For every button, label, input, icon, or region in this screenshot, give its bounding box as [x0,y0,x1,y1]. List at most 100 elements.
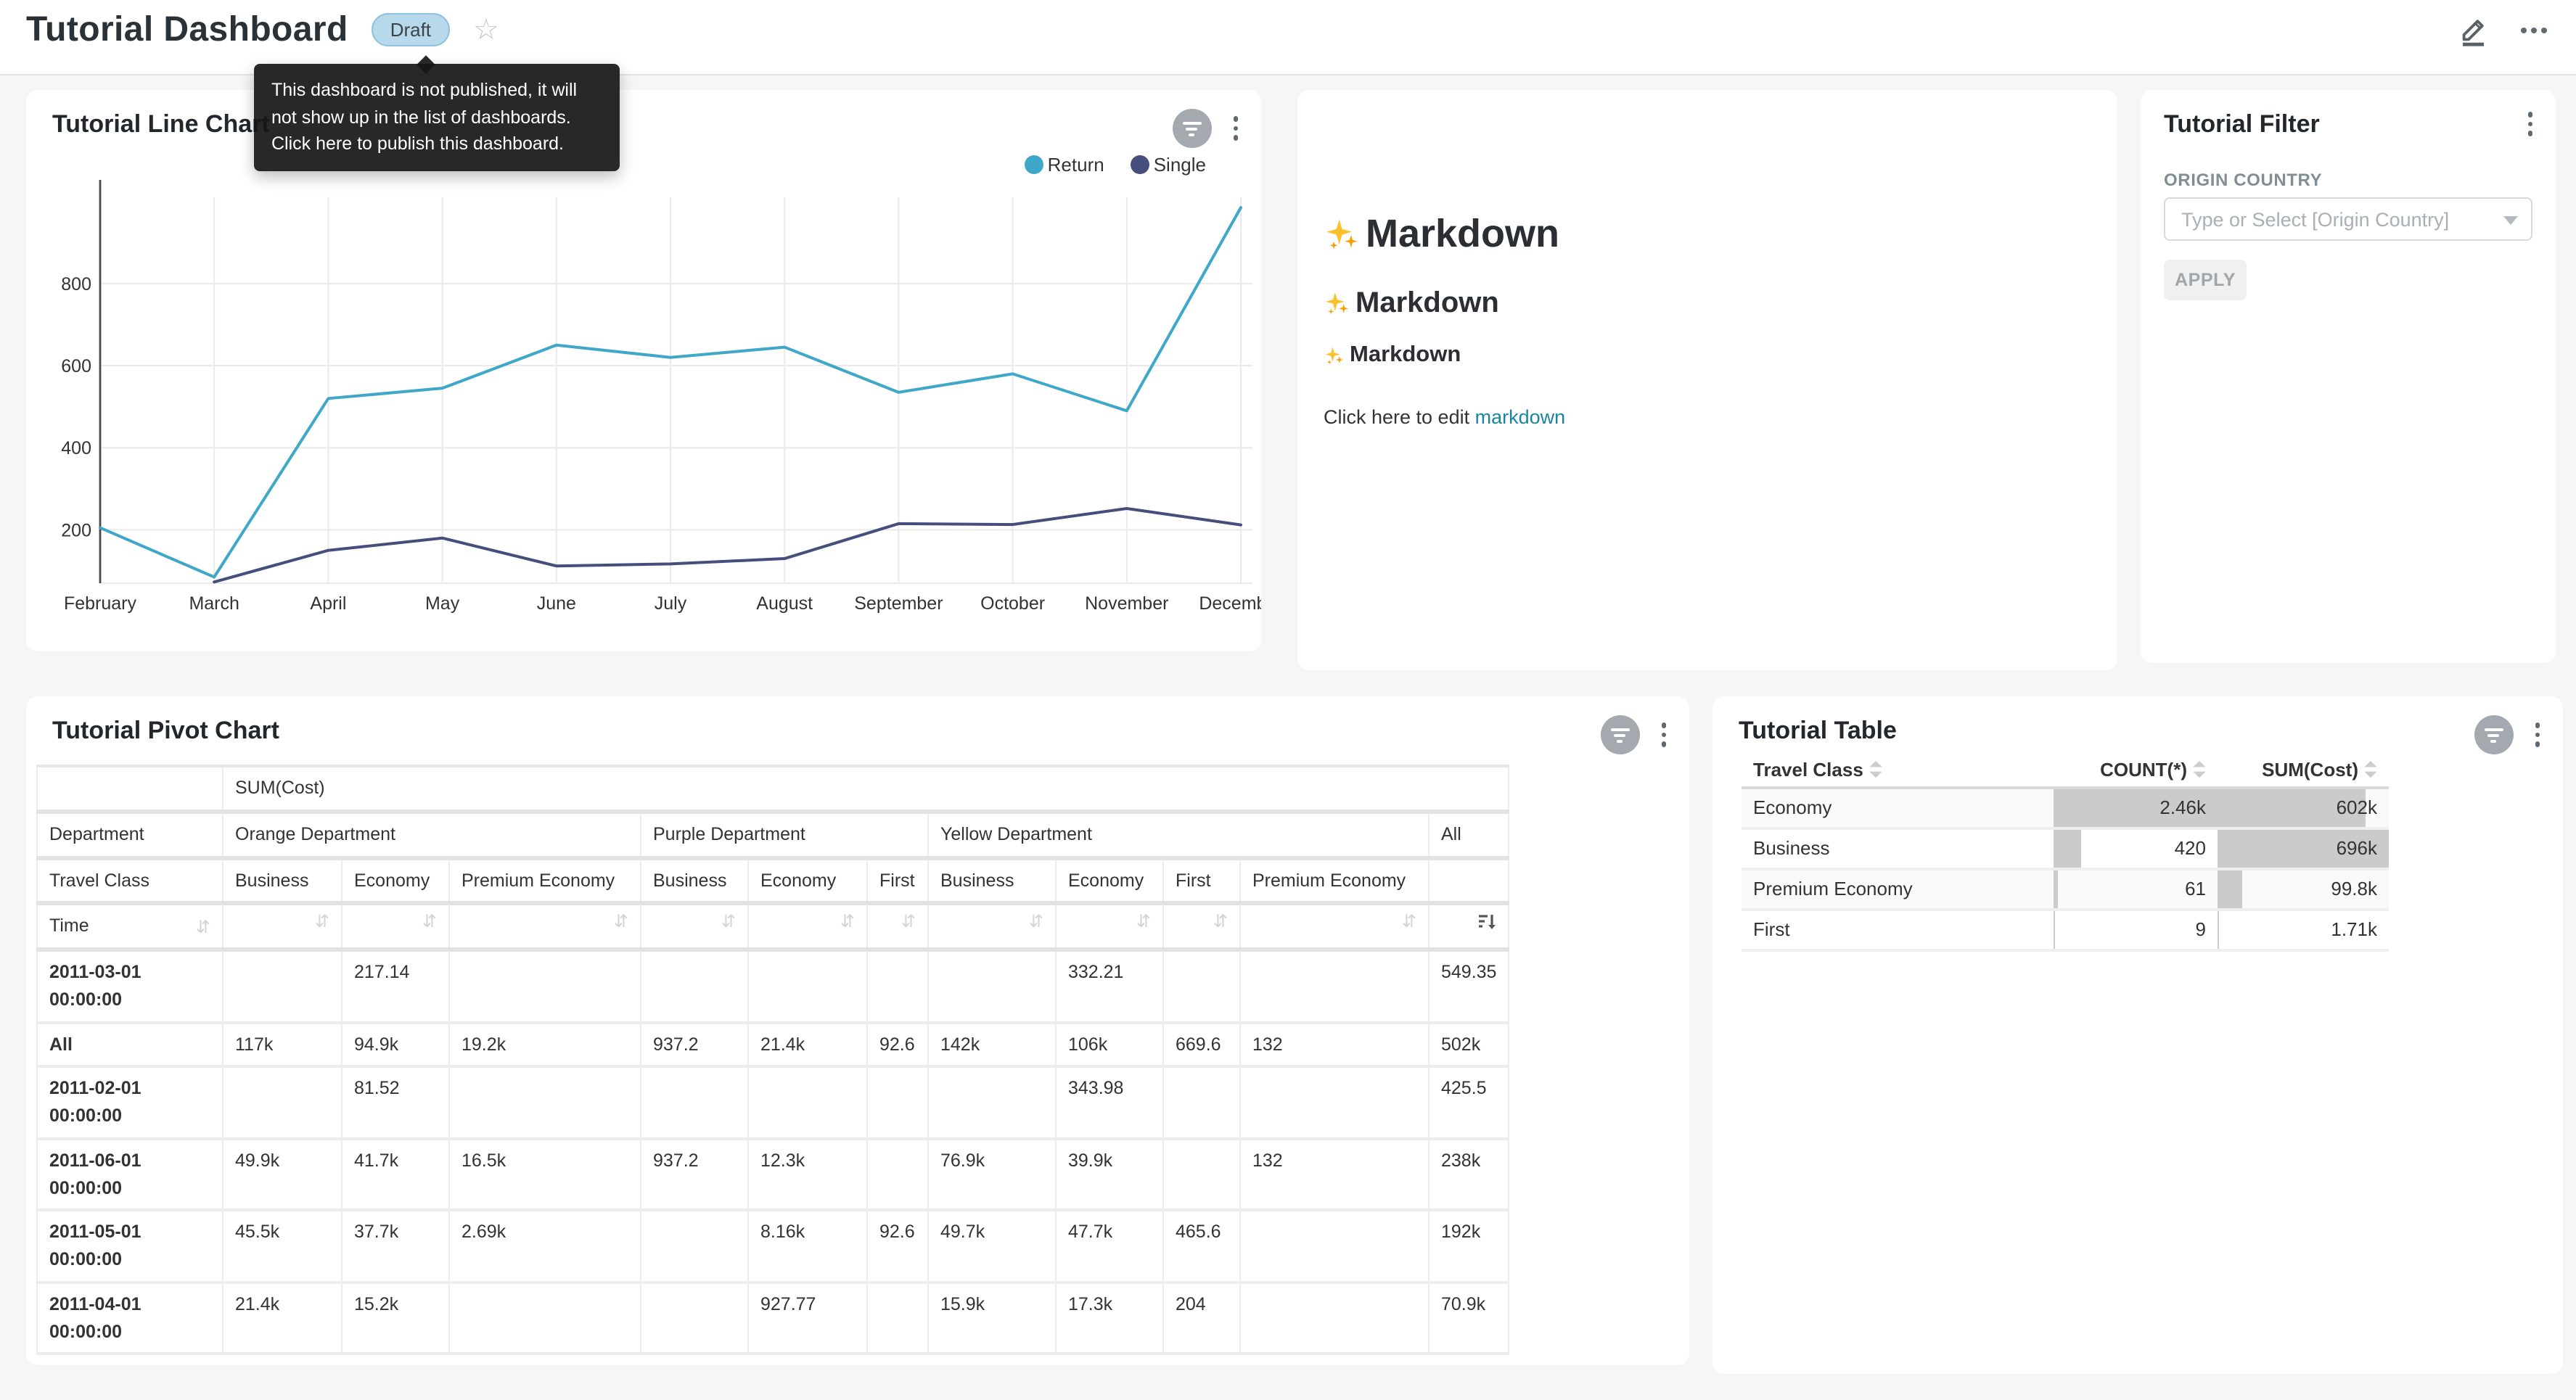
pivot-cell: 937.2 [641,1138,749,1212]
cell-count: 420 [2174,837,2206,859]
pivot-cell [449,1066,641,1140]
apply-button[interactable]: APPLY [2164,260,2247,300]
sort-carets-icon [1869,760,1882,778]
pivot-cell: 76.9k [928,1138,1057,1212]
sort-icon[interactable]: ⇵ [1136,911,1151,932]
sort-icon[interactable]: ⇵ [422,911,437,932]
data-table: Travel Class COUNT(*) SUM(Cost) Economy 2.46… [1742,753,2389,952]
table-column-header[interactable]: Travel Class [1742,753,2054,789]
pivot-cell: 45.5k [223,1210,342,1284]
select-placeholder: Type or Select [Origin Country] [2181,208,2450,230]
filter-field-label: ORIGIN COUNTRY [2164,170,2323,190]
sort-icon[interactable]: ⇵ [1028,911,1043,932]
origin-country-select[interactable]: Type or Select [Origin Country] [2164,197,2532,241]
pivot-row: All 117k 94.9k 19.2k 937.2 21.4k 92.6 142k 106k 6… [37,1022,1510,1068]
pivot-table: SUM(Cost) Department Orange Department Purp… [36,765,1510,1356]
sort-icon[interactable]: ⇵ [1401,911,1416,932]
pivot-sort-cell: ⇵ [748,903,868,952]
pivot-sort-cell: ⇵ [223,903,342,952]
pivot-row: 2011-06-01 00:00:00 49.9k 41.7k 16.5k 937.2 1… [37,1138,1510,1212]
legend-item-return[interactable]: Return [1024,154,1104,176]
pivot-column-header: Premium Economy [449,857,641,906]
pivot-column-header: Economy [1056,857,1164,906]
pivot-metric-header: SUM(Cost) [223,766,1510,814]
sort-icon[interactable]: ⇵ [314,911,329,932]
sparkles-icon [1326,292,1349,315]
card-tutorial-table: Tutorial Table Travel Class COUNT(*) SUM(C… [1712,696,2563,1374]
pivot-cell: 106k [1056,1022,1164,1068]
legend-item-single[interactable]: Single [1130,154,1206,176]
applied-filters-badge-icon[interactable] [1172,109,1211,148]
sparkles-icon [1325,346,1343,364]
pivot-group-header: Yellow Department [928,811,1429,860]
value-bar [2218,830,2389,868]
card-tutorial-filter: Tutorial Filter ORIGIN COUNTRY Type or S… [2141,90,2556,663]
pivot-row1-label: Department [37,811,223,860]
chart-menu-icon[interactable] [1658,720,1669,750]
cell-sum: 602k [2336,796,2377,818]
y-axis-tick: 600 [61,356,91,376]
sort-icon[interactable]: ⇵ [613,911,628,932]
chart-menu-icon[interactable] [1230,114,1241,144]
pivot-cell: 15.2k [342,1282,450,1356]
sort-icon[interactable]: ⇵ [195,916,210,937]
cell-travel-class: First [1753,918,1790,940]
sort-carets-icon [2193,760,2206,778]
pivot-cell: 92.6 [867,1210,929,1284]
draft-tooltip: This dashboard is not published, it will… [254,64,620,170]
pivot-cell [867,1138,929,1212]
sort-icon[interactable]: ⇵ [721,911,736,932]
card-tutorial-pivot-chart: Tutorial Pivot Chart SUM(Cost) Department… [26,696,1689,1365]
pivot-group-header: Orange Department [223,811,641,860]
pivot-cell: 49.9k [223,1138,342,1212]
pivot-cell [223,950,342,1024]
pivot-column-header: First [1163,857,1241,906]
markdown-paragraph: Click here to edit markdown [1324,406,1566,428]
sort-carets-icon [2364,760,2377,778]
pivot-cell: 669.6 [1163,1022,1241,1068]
sort-descending-icon[interactable] [1477,913,1496,932]
applied-filters-badge-icon[interactable] [1600,715,1639,754]
applied-filters-badge-icon[interactable] [2474,715,2513,754]
line-series-return [99,206,1242,579]
draft-badge[interactable]: Draft [371,13,451,46]
legend-dot [1024,155,1043,174]
filter-menu-icon[interactable] [2524,109,2535,139]
table-column-header[interactable]: COUNT(*) [2054,753,2218,789]
pivot-cell [641,1066,749,1140]
pivot-cell: 937.2 [641,1022,749,1068]
table-row: Business 420 696k [1742,828,2389,870]
pivot-sort-cell: ⇵ [1240,903,1429,952]
value-bar [2218,870,2242,908]
pivot-cell: 92.6 [867,1022,929,1068]
markdown-edit-link[interactable]: markdown [1474,406,1566,428]
pivot-column-header: Business [928,857,1057,906]
pivot-cell: 549.35 [1429,950,1510,1024]
pivot-sort-cell: ⇵ [449,903,641,952]
x-axis-label: November [1085,593,1168,614]
edit-dashboard-icon[interactable] [2458,14,2489,46]
favorite-star-icon[interactable]: ☆ [473,14,499,46]
sort-icon[interactable]: ⇵ [840,911,855,932]
pivot-cell: 12.3k [748,1138,868,1212]
legend-label: Single [1153,154,1206,176]
chart-menu-icon[interactable] [2532,720,2543,750]
sort-icon[interactable]: ⇵ [1213,911,1228,932]
pivot-cell [928,1066,1057,1140]
chart-title: Tutorial Line Chart [52,110,270,138]
pivot-cell: 47.7k [1056,1210,1164,1284]
pivot-cell [867,1066,929,1140]
pivot-cell [1163,1066,1241,1140]
pivot-cell: 49.7k [928,1210,1057,1284]
x-axis-label: February [64,593,137,614]
sort-icon[interactable]: ⇵ [901,911,916,932]
pivot-sort-cell: ⇵ [342,903,450,952]
pivot-column-header: First [867,857,929,906]
table-column-header[interactable]: SUM(Cost) [2218,753,2389,789]
sparkles-icon [1326,218,1358,249]
card-markdown: Markdown Markdown Markdown Click here to… [1297,90,2117,670]
more-actions-icon[interactable] [2521,27,2547,33]
pivot-cell: 927.77 [748,1282,868,1356]
pivot-cell: 15.9k [928,1282,1057,1356]
pivot-sort-cell: ⇵ [867,903,929,952]
